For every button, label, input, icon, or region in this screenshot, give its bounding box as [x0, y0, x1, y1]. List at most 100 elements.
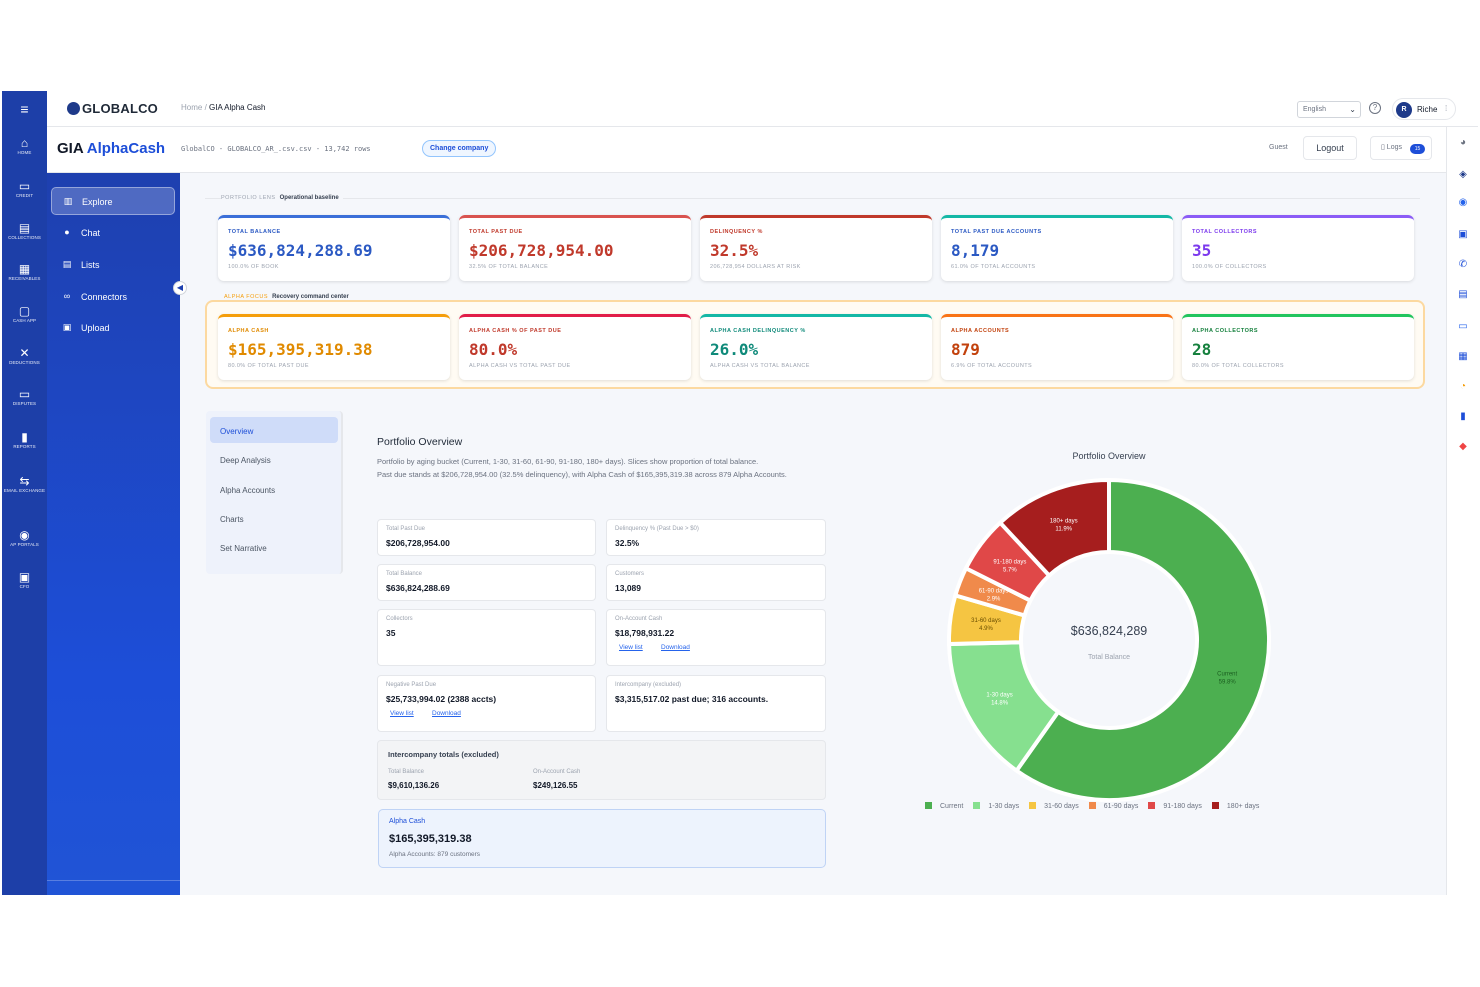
legend-item[interactable]: 31-60 days — [1029, 802, 1079, 810]
kpi-label: ALPHA ACCOUNTS — [951, 328, 1010, 334]
rail-item-cfo[interactable]: ▣ CFO — [2, 570, 47, 590]
sidenav-item-chat[interactable]: ● Chat — [51, 219, 175, 247]
sidenav-item-label: Connectors — [81, 292, 128, 302]
robot-icon[interactable]: ◈ — [1459, 169, 1467, 180]
phone-icon[interactable]: ✆ — [1458, 259, 1468, 270]
lens-kpi-card: TOTAL COLLECTORS 35 100.0% OF COLLECTORS — [1182, 215, 1414, 281]
change-company-button[interactable]: Change company — [422, 140, 497, 157]
assistant-icon[interactable]: ◕ — [1459, 137, 1467, 148]
avatar: R — [1396, 102, 1412, 118]
legend-item[interactable]: Current — [925, 802, 963, 810]
grid-icon[interactable]: ▦ — [1458, 351, 1468, 362]
breadcrumb-current: GIA Alpha Cash — [209, 103, 266, 112]
ic-total-balance-value: $9,610,136.26 — [388, 781, 440, 790]
kpi-label: TOTAL PAST DUE ACCOUNTS — [951, 229, 1042, 235]
globe-logo-icon — [67, 102, 80, 115]
kpi-label: TOTAL BALANCE — [228, 229, 281, 235]
inbox-icon[interactable]: ▭ — [1458, 321, 1468, 332]
divider — [205, 198, 1420, 199]
kpi-subtext: ALPHA CASH VS TOTAL BALANCE — [710, 363, 810, 369]
legend-item[interactable]: 1-30 days — [973, 802, 1019, 810]
chart-slice-180+-days[interactable] — [997, 477, 1111, 579]
user-name: Riche — [1417, 105, 1438, 114]
collapse-sidebar-icon[interactable]: ◀ — [173, 281, 187, 295]
kpi-subtext: 80.0% OF TOTAL PAST DUE — [228, 363, 309, 369]
portfolio-lens-label: PORTFOLIO LENS Operational baseline — [221, 195, 343, 201]
rail-item-cash-app[interactable]: ▢ CASH APP — [2, 304, 47, 324]
chat-icon: ● — [64, 227, 70, 237]
help-icon[interactable]: ? — [1369, 102, 1381, 114]
focus-kpi-card: ALPHA CASH % OF PAST DUE 80.0% ALPHA CASH … — [459, 314, 691, 380]
view-list-link[interactable]: View list — [619, 644, 643, 651]
sidenav-item-explore[interactable]: ▥ Explore — [51, 187, 175, 215]
rail-item-collections[interactable]: ▤ COLLECTIONS — [2, 221, 47, 241]
sidenav-item-label: Upload — [81, 323, 110, 333]
document-icon[interactable]: ▤ — [1458, 289, 1468, 300]
link-icon: ∞ — [63, 291, 71, 301]
collections-icon: ▤ — [18, 221, 31, 235]
file-info: GlobalCO - GLOBALCO_AR_.csv.csv - 13,742… — [181, 145, 371, 153]
tab-set-narrative[interactable]: Set Narrative — [220, 544, 267, 553]
sidenav-item-connectors[interactable]: ∞ Connectors — [51, 283, 175, 311]
download-link[interactable]: Download — [661, 644, 690, 651]
metric-card: Customers 13,089 — [606, 564, 826, 601]
rail-item-home[interactable]: ⌂ HOME — [2, 136, 47, 156]
outlook-icon[interactable]: ▣ — [1458, 229, 1468, 240]
pie-icon[interactable]: ◔ — [1459, 381, 1467, 392]
sidenav-item-lists[interactable]: ▤ Lists — [51, 251, 175, 279]
kpi-label: TOTAL COLLECTORS — [1192, 229, 1258, 235]
sidenav-item-upload[interactable]: ▣ Upload — [51, 314, 175, 342]
lens-kpi-card: DELINQUENCY % 32.5% 206,728,954 DOLLARS AT… — [700, 215, 932, 281]
diamond-icon[interactable]: ◆ — [1459, 441, 1467, 452]
metric-value: $3,315,517.02 past due; 316 accounts. — [615, 694, 769, 704]
rail-item-label: CREDIT — [15, 193, 34, 198]
metric-label: Customers — [615, 571, 645, 577]
tab-deep-analysis[interactable]: Deep Analysis — [220, 456, 271, 465]
kpi-label: ALPHA COLLECTORS — [1192, 328, 1259, 334]
legend-item[interactable]: 61-90 days — [1088, 802, 1138, 810]
chart-legend: Current 1-30 days 31-60 days 61-90 days 91-1… — [925, 802, 1269, 810]
rail-item-receivables[interactable]: ▦ RECEIVABLES — [2, 262, 47, 282]
kpi-label: DELINQUENCY % — [710, 229, 763, 235]
logout-button[interactable]: Logout — [1303, 136, 1357, 160]
brand-logo[interactable]: GLOBALCO — [67, 101, 158, 116]
breadcrumb-home[interactable]: Home — [181, 103, 203, 112]
lens-kpi-card: TOTAL PAST DUE $206,728,954.00 32.5% OF TO… — [459, 215, 691, 281]
tab-alpha-accounts[interactable]: Alpha Accounts — [220, 486, 276, 495]
metric-label: Negative Past Due — [386, 682, 437, 688]
rail-item-reports[interactable]: ▮ REPORTS — [2, 430, 47, 450]
logs-button[interactable]: ▯ Logs 15 — [1370, 136, 1432, 160]
metric-value: $25,733,994.02 (2388 accts) — [386, 694, 497, 704]
rail-item-label: DEDUCTIONS — [9, 360, 40, 365]
rail-item-email-exchange[interactable]: ⇆ EMAIL EXCHANGE — [2, 474, 47, 494]
bot-face-icon[interactable]: ◉ — [1458, 197, 1468, 208]
kpi-value: 26.0% — [710, 340, 759, 359]
hamburger-menu-icon[interactable]: ≡ — [20, 101, 29, 117]
explore-icon: ▥ — [63, 196, 73, 206]
kpi-value: 8,179 — [951, 241, 1000, 260]
rail-item-label: RECEIVABLES — [8, 276, 41, 281]
legend-label: 180+ days — [1226, 803, 1260, 810]
deductions-icon: ✕ — [19, 346, 30, 360]
bars-icon[interactable]: ▮ — [1460, 411, 1466, 422]
slice-label: 1-30 days — [986, 692, 1012, 698]
chart-slice-current[interactable] — [1013, 477, 1271, 802]
rail-item-credit[interactable]: ▭ CREDIT — [2, 179, 47, 199]
kpi-subtext: ALPHA CASH VS TOTAL PAST DUE — [469, 363, 571, 369]
rail-item-disputes[interactable]: ▭ DISPUTES — [2, 387, 47, 407]
user-menu[interactable]: R Riche ⁞ — [1392, 98, 1456, 120]
legend-item[interactable]: 180+ days — [1211, 802, 1260, 810]
view-list-link[interactable]: View list — [390, 710, 414, 717]
sidenav-item-label: Lists — [81, 260, 100, 270]
rail-item-ap-portals[interactable]: ◉ AP PORTALS — [2, 528, 47, 548]
tab-charts[interactable]: Charts — [220, 515, 244, 524]
download-link[interactable]: Download — [432, 710, 461, 717]
rail-item-deductions[interactable]: ✕ DEDUCTIONS — [2, 346, 47, 366]
metric-value: 35 — [386, 628, 396, 638]
tab-overview[interactable]: Overview — [210, 417, 338, 443]
alpha-cash-card: Alpha Cash $165,395,319.38 Alpha Account… — [378, 809, 826, 868]
metric-card: Intercompany (excluded) $3,315,517.02 pas… — [606, 675, 826, 732]
language-select[interactable]: English ⌄ — [1297, 101, 1361, 118]
legend-item[interactable]: 91-180 days — [1148, 802, 1202, 810]
kpi-value: 35 — [1192, 241, 1212, 260]
